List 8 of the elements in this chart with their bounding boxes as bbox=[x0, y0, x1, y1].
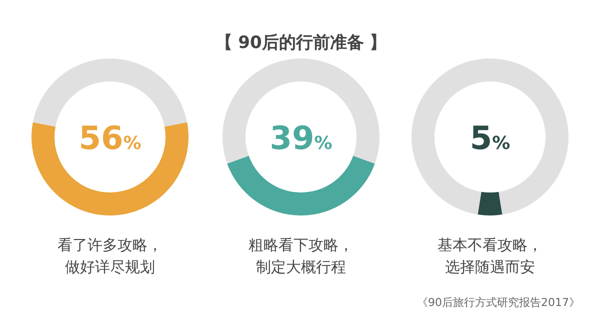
data-label: 39% bbox=[270, 119, 332, 157]
data-label: 56% bbox=[78, 119, 142, 157]
slice-label: 粗略看下攻略，制定大概行程 bbox=[248, 236, 354, 276]
slice-label: 基本不看攻略，选择随遇而安 bbox=[438, 236, 542, 276]
data-label: 5% bbox=[470, 119, 510, 157]
slice-label: 看了许多攻略，做好详尽规划 bbox=[58, 236, 162, 276]
text: 《90后旅行方式研究报告2017》 bbox=[417, 296, 580, 309]
chart-title: 【 90后的行前准备 】 bbox=[215, 33, 387, 53]
